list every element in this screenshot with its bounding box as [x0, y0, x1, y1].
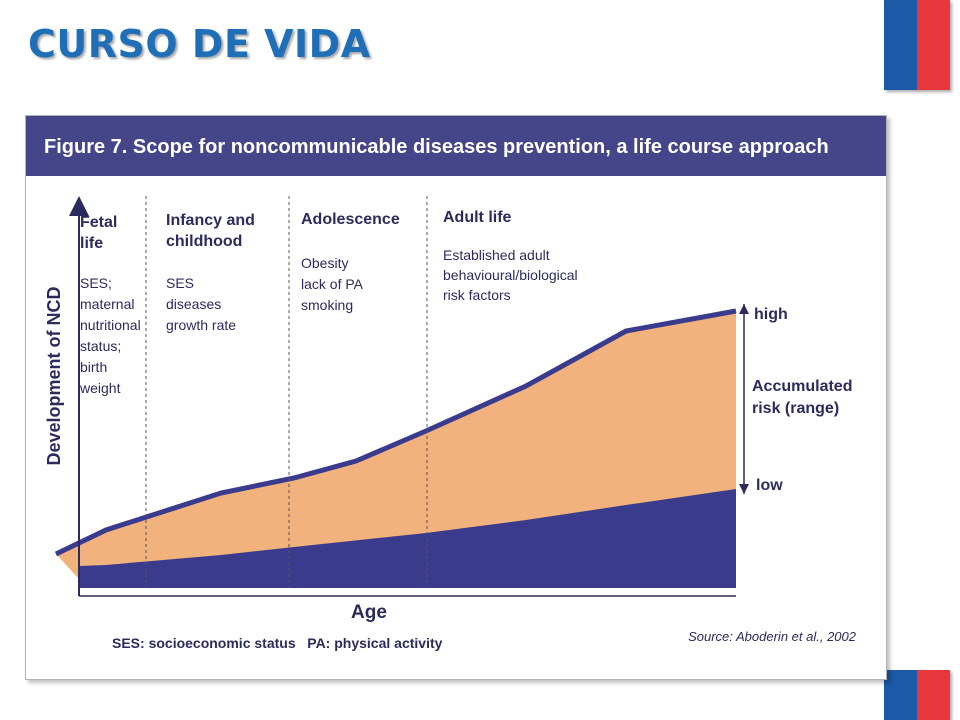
stage-title: Fetal [80, 214, 117, 231]
chile-flag-logo-top [884, 0, 950, 90]
stage-factor: growth rate [166, 317, 236, 333]
stage-factor: weight [79, 380, 121, 396]
stage-title: childhood [166, 233, 242, 250]
stage-factor: Obesity [301, 255, 348, 271]
chile-flag-logo-bottom [884, 670, 950, 720]
stage-infancy-childhood: Infancy and childhood SES diseases growt… [166, 212, 255, 333]
upper-risk-curve [54, 308, 737, 557]
flag-red-stripe [917, 0, 950, 90]
stage-factor: nutritional [80, 317, 141, 333]
stage-factor: SES; [80, 275, 112, 291]
stage-factor: risk factors [443, 287, 511, 303]
stage-factor: status; [80, 338, 121, 354]
life-course-diagram: Figure 7. Scope for noncommunicable dise… [26, 116, 886, 651]
figure-header-band [26, 116, 886, 176]
stage-title: Adolescence [301, 211, 400, 228]
stage-title: Infancy and [166, 212, 255, 229]
stage-factor: behavioural/biological [443, 267, 578, 283]
range-label-accumulated: Accumulated [752, 378, 852, 395]
stage-factor: maternal [80, 296, 134, 312]
arrow-down-icon [739, 484, 749, 494]
lower-risk-band [79, 489, 736, 588]
range-label-accumulated: risk (range) [752, 400, 839, 417]
flag-blue-stripe [884, 670, 917, 720]
range-label-low: low [756, 477, 783, 494]
range-label-high: high [754, 306, 788, 323]
figure-source: Source: Aboderin et al., 2002 [688, 629, 857, 644]
stage-factor: Established adult [443, 247, 550, 263]
y-axis-label: Development of NCD [44, 286, 64, 465]
stage-title: Adult life [443, 209, 512, 226]
figure-image: Figure 7. Scope for noncommunicable dise… [25, 115, 887, 680]
stage-fetal-life: Fetal life SES; maternal nutritional sta… [79, 214, 141, 396]
stage-factor: SES [166, 275, 194, 291]
slide-title: CURSO DE VIDA [28, 22, 371, 66]
figure-footnote: SES: socioeconomic status PA: physical a… [112, 635, 443, 651]
stage-factor: lack of PA [301, 276, 364, 292]
flag-blue-stripe [884, 0, 917, 90]
stage-adult-life: Adult life Established adult behavioural… [443, 209, 578, 303]
figure-title: Figure 7. Scope for noncommunicable dise… [44, 136, 829, 158]
stage-factor: diseases [166, 296, 221, 312]
stage-factor: smoking [301, 297, 353, 313]
flag-red-stripe [917, 670, 950, 720]
stage-adolescence: Adolescence Obesity lack of PA smoking [301, 211, 400, 313]
stage-factor: birth [80, 359, 107, 375]
arrow-up-icon [739, 304, 749, 314]
x-axis-label: Age [351, 602, 387, 623]
stage-title: life [80, 235, 103, 252]
